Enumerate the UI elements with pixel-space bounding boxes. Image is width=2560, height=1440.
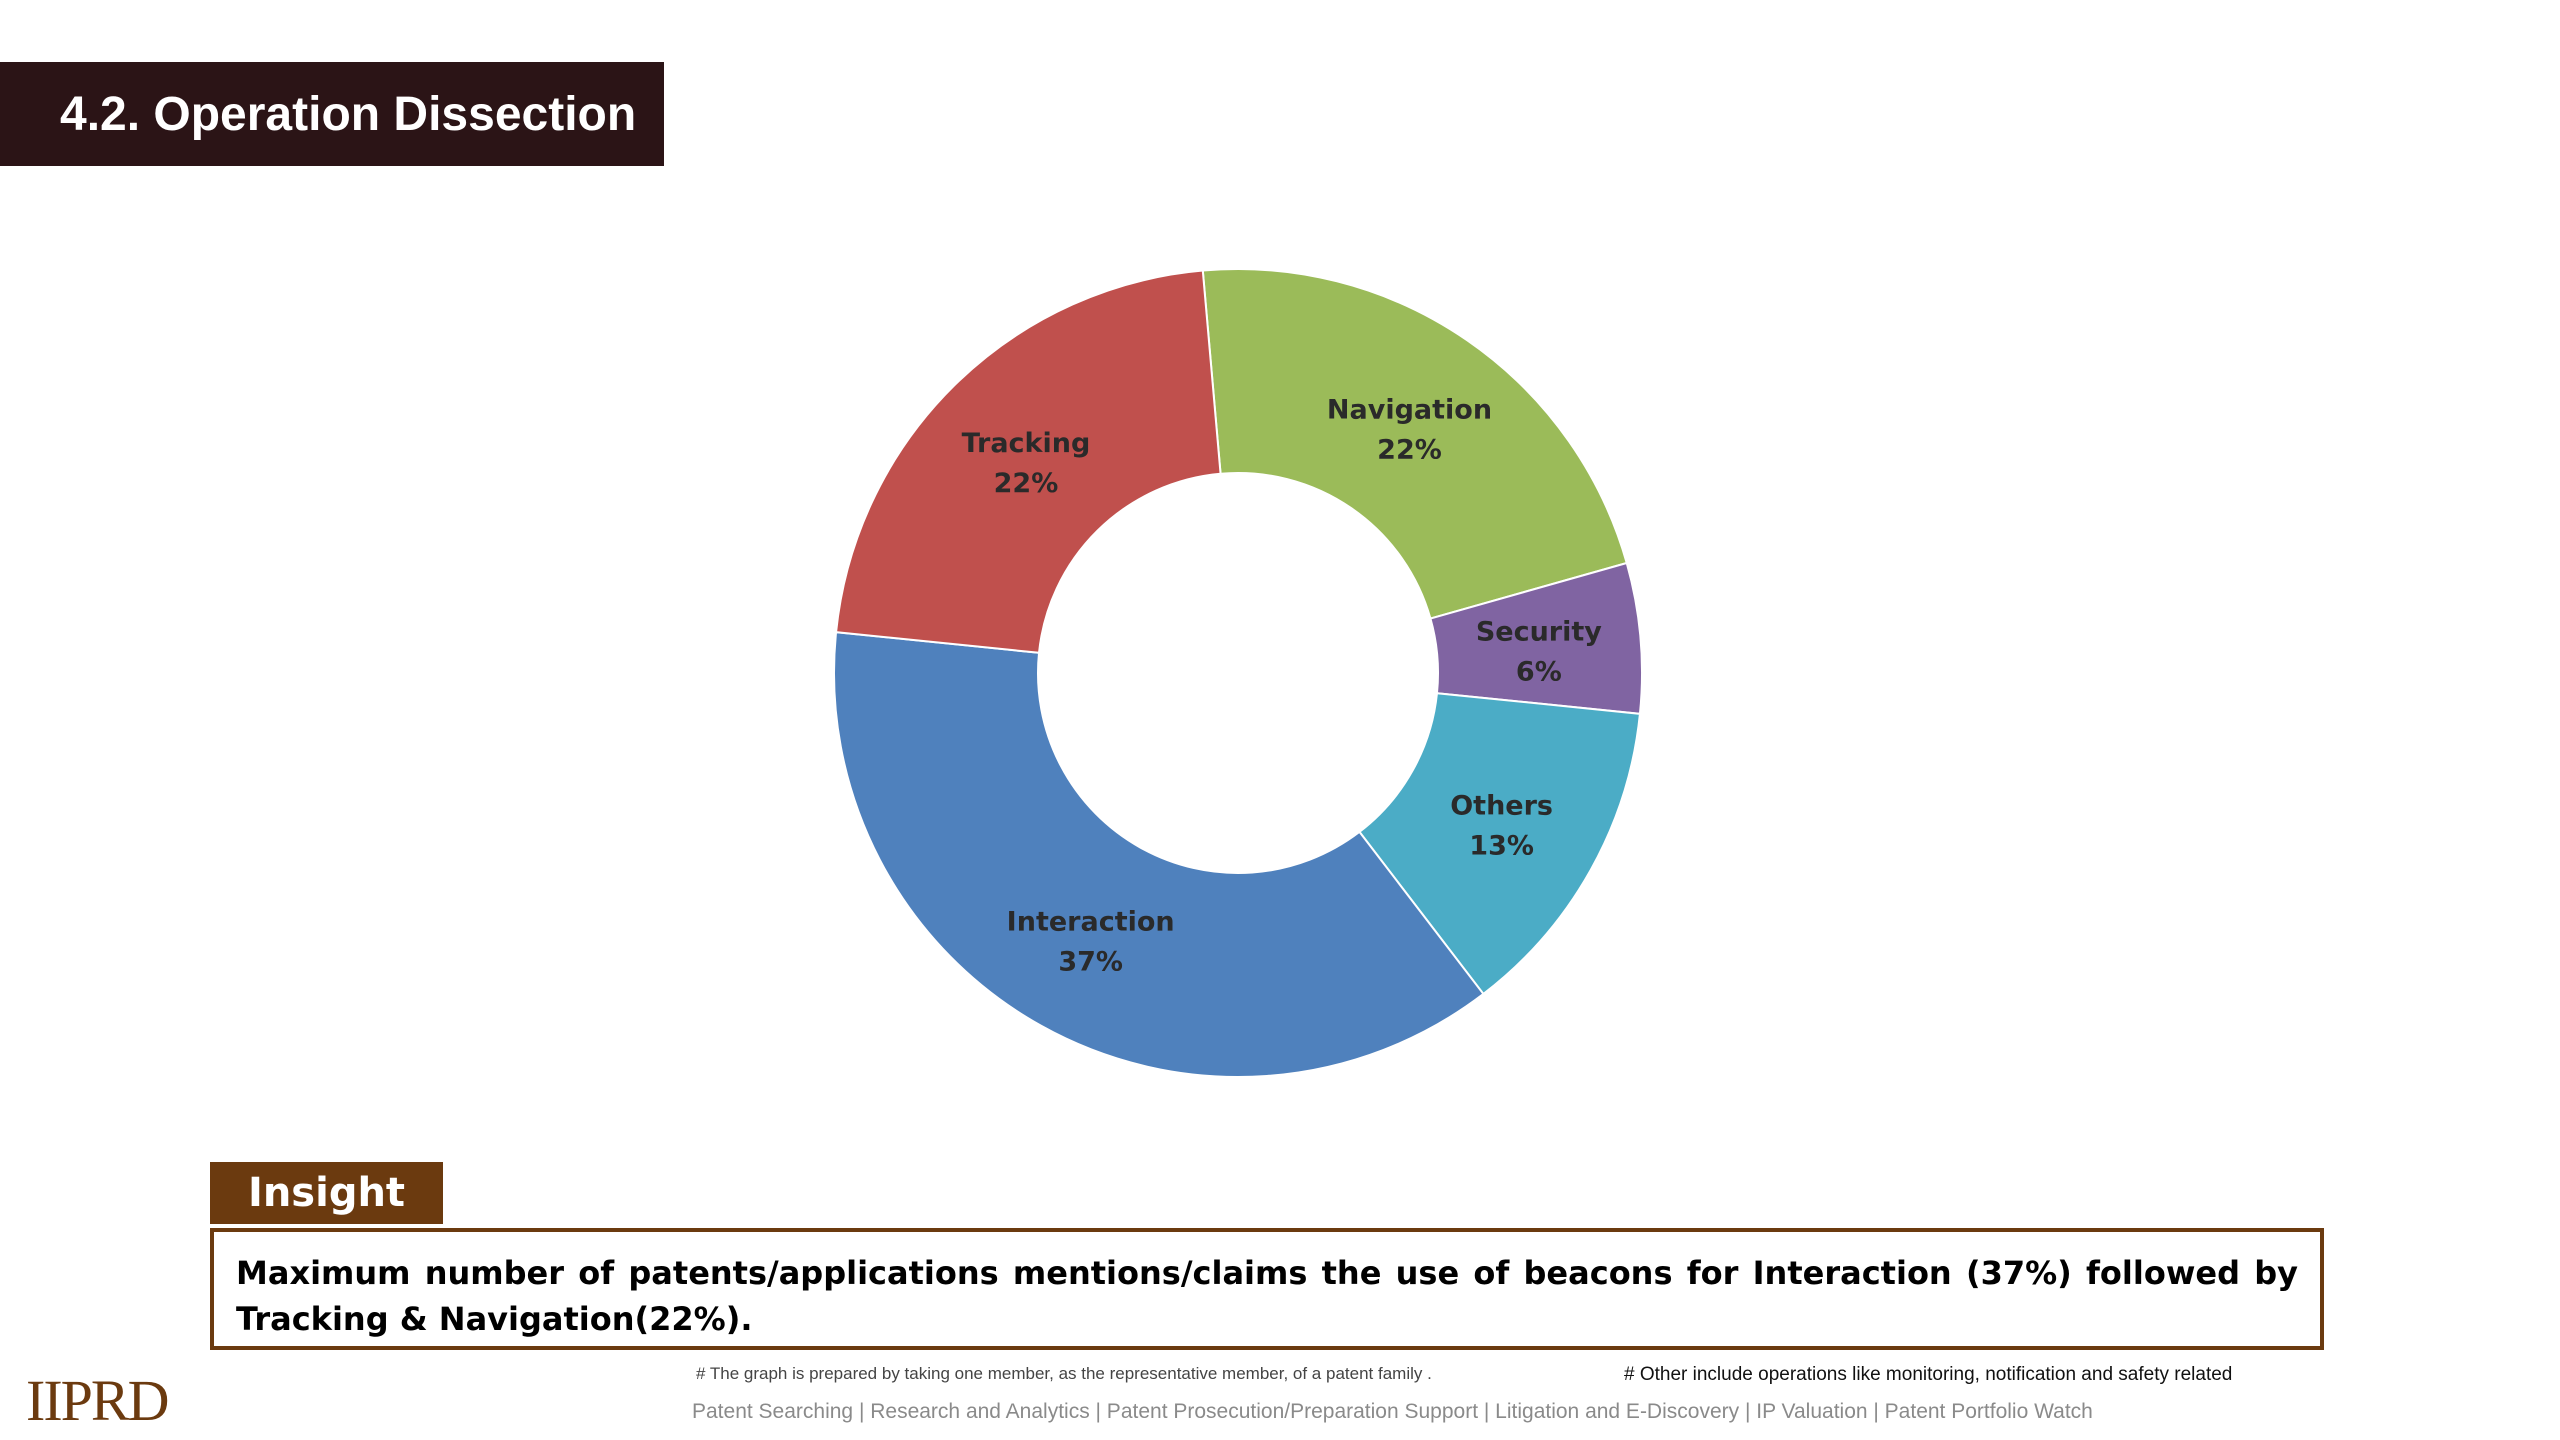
slice-label-navigation: Navigation bbox=[1327, 394, 1492, 425]
footnote-left: # The graph is prepared by taking one me… bbox=[696, 1364, 1432, 1383]
slice-value-others: 13% bbox=[1469, 830, 1534, 861]
donut-chart: Navigation 22% Security 6% Others 13% Interact… bbox=[833, 268, 1643, 1078]
slice-value-navigation: 22% bbox=[1377, 434, 1442, 465]
slice-interaction bbox=[833, 631, 1485, 1078]
slice-label-security: Security bbox=[1476, 617, 1602, 648]
slice-value-security: 6% bbox=[1516, 657, 1562, 688]
footnote-right: # Other include operations like monitori… bbox=[1624, 1364, 2233, 1385]
insight-heading: Insight bbox=[247, 1170, 406, 1216]
slice-value-interaction: 37% bbox=[1058, 947, 1123, 978]
services-line: Patent Searching | Research and Analytic… bbox=[692, 1400, 2093, 1423]
slice-label-tracking: Tracking bbox=[962, 428, 1091, 459]
insight-box: Maximum number of patents/applications m… bbox=[210, 1228, 2324, 1350]
slice-value-tracking: 22% bbox=[994, 468, 1059, 499]
slice-navigation bbox=[1201, 268, 1628, 620]
page-title-bar: 4.2. Operation Dissection bbox=[0, 62, 664, 166]
slice-tracking bbox=[834, 269, 1222, 654]
insight-text: Maximum number of patents/applications m… bbox=[236, 1254, 2298, 1338]
slice-label-interaction: Interaction bbox=[1007, 907, 1175, 938]
company-logo: IIPRD bbox=[26, 1368, 169, 1433]
page-title: 4.2. Operation Dissection bbox=[60, 87, 637, 141]
slice-others bbox=[1358, 692, 1642, 996]
insight-tab: Insight bbox=[210, 1162, 443, 1224]
slice-label-others: Others bbox=[1450, 790, 1553, 821]
